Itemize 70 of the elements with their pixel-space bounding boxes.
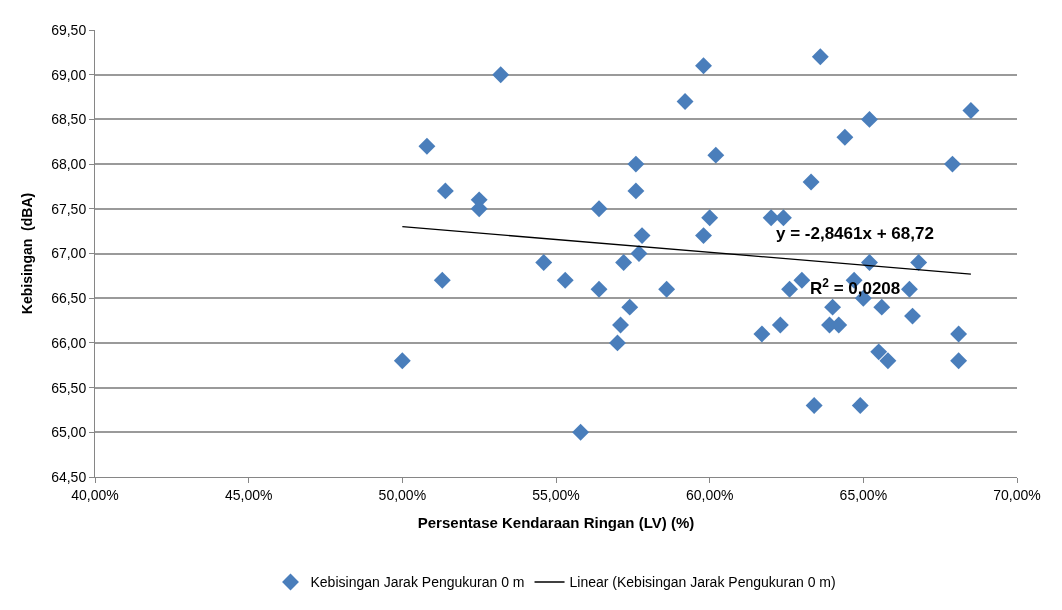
point (944, 155, 961, 173)
point (590, 200, 608, 218)
point (805, 397, 823, 414)
point (910, 253, 928, 271)
y-tick-label: 64,50 (51, 468, 87, 485)
point (701, 209, 719, 227)
y-axis-title: Kebisingan (dBA) (18, 192, 35, 315)
point (793, 271, 811, 289)
point (904, 307, 921, 325)
x-tick-label: 60,00% (685, 486, 734, 503)
point (802, 173, 820, 191)
x-tick-label: 45,00% (224, 486, 273, 503)
point (695, 57, 712, 75)
point (950, 352, 968, 370)
x-tick-label: 55,00% (532, 486, 580, 503)
point (535, 253, 553, 271)
point (861, 253, 878, 271)
point (627, 182, 645, 200)
y-tick-label: 68,00 (51, 156, 87, 172)
x-tick-label: 40,00% (71, 486, 119, 503)
x-tick-label: 65,00% (839, 486, 888, 503)
point (621, 298, 639, 316)
point (590, 280, 608, 298)
legend-label: Kebisingan Jarak Pengukuran 0 m (310, 574, 525, 591)
point (873, 298, 891, 316)
point (900, 280, 918, 298)
point (433, 271, 451, 289)
point (627, 155, 645, 173)
point (811, 48, 829, 66)
point (950, 325, 968, 343)
y-tick-label: 67,00 (51, 245, 87, 262)
point (870, 343, 888, 361)
y-tick-label: 65,50 (51, 379, 87, 396)
annotation: y = -2,8461x + 68,72 (776, 224, 934, 243)
point (695, 227, 712, 245)
y-tick-label: 67,50 (51, 200, 87, 217)
point (707, 146, 725, 164)
point (609, 334, 626, 352)
x-tick-label: 50,00% (378, 486, 427, 503)
point (781, 280, 799, 298)
point (615, 253, 633, 271)
point (633, 227, 651, 245)
point (556, 271, 574, 289)
y-tick-label: 69,00 (51, 66, 87, 83)
annotation: R$^{2}$ = 0,0208 (810, 276, 901, 299)
y-tick-label: 66,50 (51, 290, 87, 307)
point (612, 316, 629, 334)
y-tick-label: 68,50 (51, 111, 87, 128)
point (572, 423, 590, 441)
point (658, 280, 676, 298)
point (861, 110, 878, 128)
point (836, 128, 854, 146)
point (771, 316, 789, 334)
point (879, 352, 897, 370)
y-tick-label: 66,00 (51, 334, 87, 351)
point (676, 93, 694, 110)
point (436, 182, 454, 200)
point (962, 102, 980, 119)
point (418, 137, 436, 155)
point (851, 397, 869, 414)
point (824, 298, 842, 316)
x-tick-label: 70,00% (993, 486, 1041, 503)
legend-label: Linear (Kebisingan Jarak Pengukuran 0 m) (569, 574, 836, 591)
point (762, 209, 780, 227)
y-tick-label: 65,00 (51, 424, 87, 441)
point (492, 66, 510, 84)
y-tick-label: 69,50 (51, 21, 87, 38)
x-axis-title: Persentase Kendaraan Ringan (LV) (%) (417, 513, 695, 531)
point (753, 325, 771, 343)
point (393, 352, 411, 370)
